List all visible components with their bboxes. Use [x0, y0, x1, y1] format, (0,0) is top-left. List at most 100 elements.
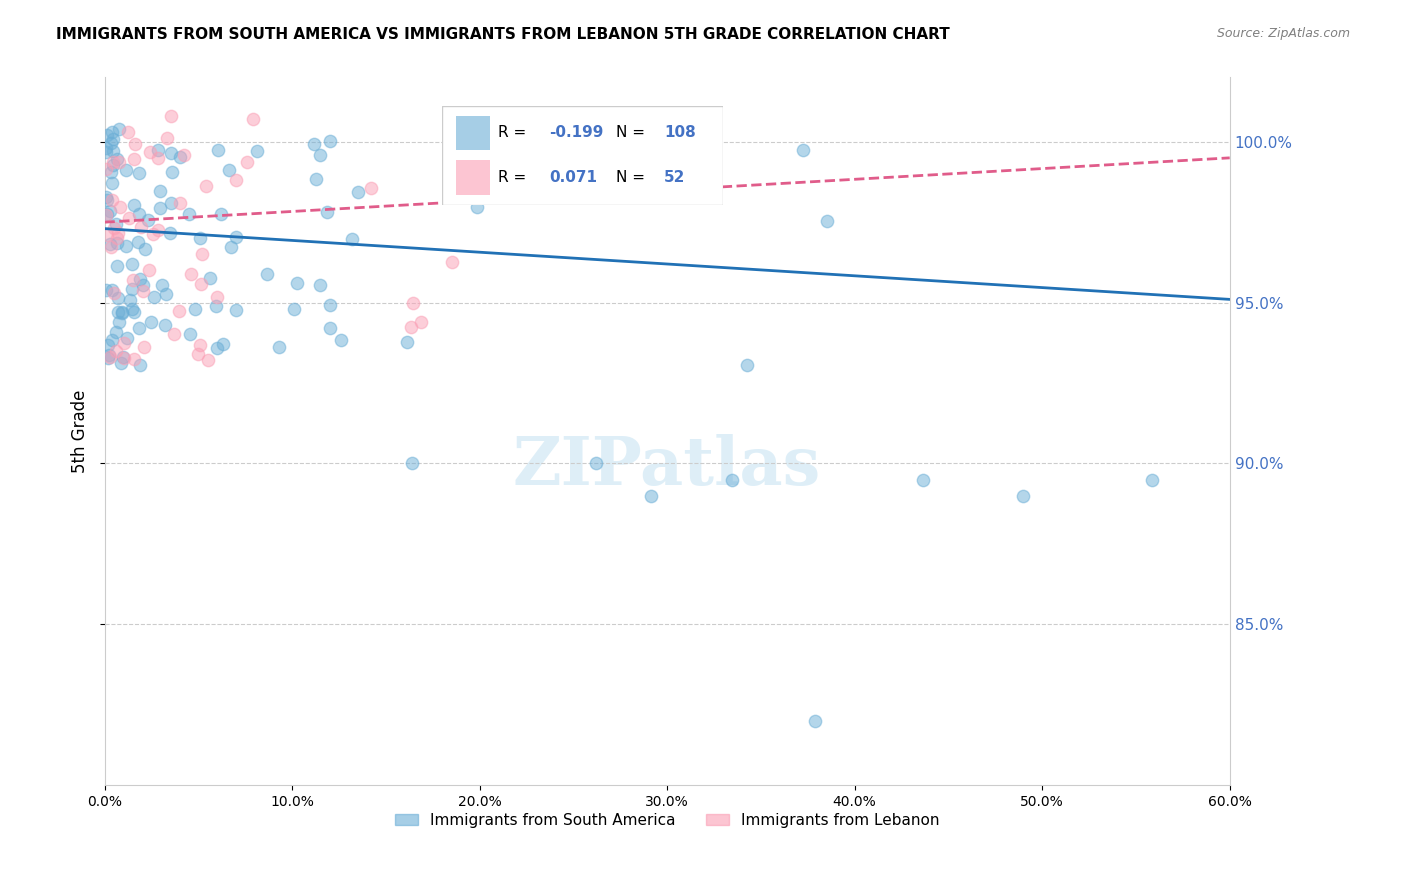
Point	[128, 272, 150, 286]
Point	[111, 350, 134, 364]
Point	[128, 207, 150, 221]
Point	[98, 204, 121, 219]
Point	[319, 134, 342, 148]
Point	[911, 473, 934, 487]
Point	[256, 267, 278, 281]
Point	[100, 240, 122, 254]
Point	[129, 220, 152, 235]
Point	[319, 321, 342, 335]
Point	[134, 340, 156, 354]
Point	[283, 301, 305, 316]
Point	[188, 230, 211, 244]
Point	[136, 213, 159, 227]
Point	[242, 112, 264, 127]
Point	[100, 126, 122, 140]
Point	[167, 304, 190, 318]
Point	[225, 229, 247, 244]
Point	[115, 238, 138, 252]
Point	[101, 132, 124, 146]
Point	[159, 196, 181, 211]
Point	[198, 271, 221, 285]
Point	[128, 321, 150, 335]
Point	[96, 145, 118, 159]
Y-axis label: 5th Grade: 5th Grade	[72, 390, 89, 473]
Point	[101, 193, 124, 207]
Point	[107, 226, 129, 240]
Point	[122, 305, 145, 319]
Point	[792, 143, 814, 157]
Point	[122, 198, 145, 212]
Point	[211, 337, 233, 351]
Point	[105, 236, 128, 251]
Point	[169, 195, 191, 210]
Point	[219, 240, 242, 254]
Point	[96, 190, 118, 204]
Point	[111, 306, 134, 320]
Point	[120, 293, 142, 307]
Point	[96, 208, 118, 222]
Point	[236, 155, 259, 169]
Point	[103, 144, 125, 158]
Point	[107, 305, 129, 319]
Point	[124, 136, 146, 151]
Point	[329, 333, 352, 347]
Point	[121, 282, 143, 296]
Point	[104, 325, 127, 339]
Point	[128, 166, 150, 180]
Point	[114, 162, 136, 177]
Point	[183, 302, 205, 317]
Point	[169, 150, 191, 164]
Text: Source: ZipAtlas.com: Source: ZipAtlas.com	[1216, 27, 1350, 40]
Point	[304, 136, 326, 151]
Point	[225, 302, 247, 317]
Point	[146, 144, 169, 158]
Legend: Immigrants from South America, Immigrants from Lebanon: Immigrants from South America, Immigrant…	[388, 807, 946, 834]
Text: IMMIGRANTS FROM SOUTH AMERICA VS IMMIGRANTS FROM LEBANON 5TH GRADE CORRELATION C: IMMIGRANTS FROM SOUTH AMERICA VS IMMIGRA…	[56, 27, 950, 42]
Point	[347, 185, 370, 199]
Point	[121, 273, 143, 287]
Point	[132, 277, 155, 292]
Point	[96, 161, 118, 176]
Point	[342, 232, 364, 246]
Point	[735, 358, 758, 372]
Point	[585, 457, 607, 471]
Point	[160, 145, 183, 160]
Point	[122, 152, 145, 166]
Point	[98, 351, 121, 365]
Point	[96, 283, 118, 297]
Point	[159, 226, 181, 240]
Point	[107, 291, 129, 305]
Point	[209, 207, 232, 221]
Point	[146, 152, 169, 166]
Point	[205, 299, 228, 313]
Point	[360, 181, 382, 195]
Point	[96, 141, 118, 155]
Point	[173, 148, 195, 162]
Point	[155, 287, 177, 301]
Point	[117, 125, 139, 139]
Point	[107, 153, 129, 167]
Point	[163, 327, 186, 342]
Point	[218, 162, 240, 177]
Point	[107, 122, 129, 136]
Point	[122, 352, 145, 367]
Point	[160, 109, 183, 123]
Point	[401, 457, 423, 471]
Point	[112, 351, 135, 365]
Point	[195, 179, 218, 194]
Point	[100, 165, 122, 179]
Point	[401, 295, 423, 310]
Point	[305, 171, 328, 186]
Point	[142, 227, 165, 241]
Point	[640, 489, 662, 503]
Point	[1012, 489, 1035, 503]
Point	[139, 315, 162, 329]
Point	[101, 176, 124, 190]
Point	[179, 326, 201, 341]
Point	[156, 131, 179, 145]
Point	[188, 338, 211, 352]
Point	[1140, 473, 1163, 487]
Point	[97, 351, 120, 365]
Point	[96, 193, 118, 207]
Point	[96, 128, 118, 142]
